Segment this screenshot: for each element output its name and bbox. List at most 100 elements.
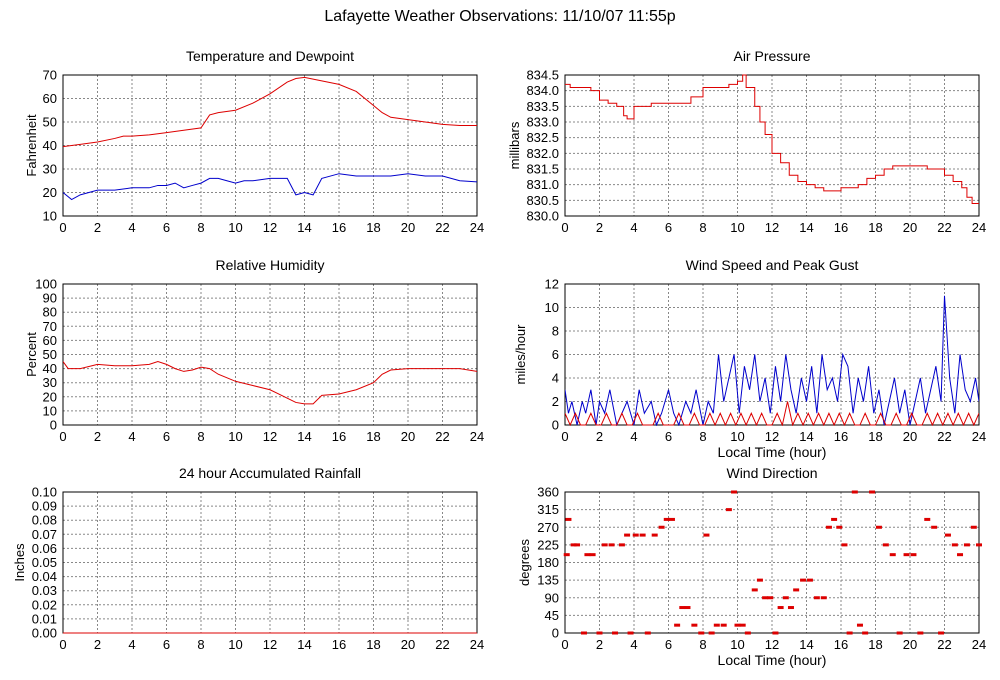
y-tick-label: 90	[545, 590, 559, 605]
data-point	[703, 533, 710, 537]
x-tick-label: 20	[903, 429, 917, 444]
y-tick-label: 834.5	[526, 68, 559, 83]
x-tick-label: 18	[366, 429, 380, 444]
x-tick-label: 20	[401, 429, 415, 444]
x-tick-label: 20	[903, 637, 917, 652]
data-point	[589, 553, 596, 557]
data-point	[782, 596, 789, 600]
data-point	[612, 631, 619, 635]
x-tick-label: 8	[197, 429, 204, 444]
y-tick-label: 30	[43, 375, 57, 390]
y-tick-label: 832.5	[526, 130, 559, 145]
y-tick-label: 20	[43, 389, 57, 404]
x-tick-label: 8	[197, 220, 204, 235]
data-point	[793, 588, 800, 592]
x-tick-label: 12	[263, 220, 277, 235]
x-tick-label: 6	[163, 637, 170, 652]
data-point	[596, 631, 603, 635]
data-point	[601, 543, 608, 547]
x-tick-label: 18	[366, 637, 380, 652]
y-tick-label: 0.08	[32, 513, 57, 528]
data-point	[917, 631, 924, 635]
x-tick-label: 4	[128, 637, 135, 652]
y-tick-label: 833.0	[526, 115, 559, 130]
data-point	[938, 631, 945, 635]
chart-title: 24 hour Accumulated Rainfall	[179, 465, 361, 481]
data-point	[976, 543, 982, 547]
data-point	[777, 606, 784, 610]
x-tick-label: 10	[228, 220, 242, 235]
x-tick-label: 2	[94, 429, 101, 444]
y-tick-label: 0.06	[32, 541, 57, 556]
data-point	[691, 623, 698, 627]
data-point	[674, 623, 681, 627]
x-tick-label: 14	[799, 637, 813, 652]
y-tick-label: 8	[552, 324, 559, 339]
chart-title: Wind Direction	[726, 465, 817, 481]
data-point	[739, 623, 746, 627]
x-tick-label: 16	[332, 429, 346, 444]
x-tick-label: 2	[596, 637, 603, 652]
y-tick-label: 0.02	[32, 597, 57, 612]
y-tick-label: 20	[43, 185, 57, 200]
x-tick-label: 12	[765, 637, 779, 652]
data-point	[869, 490, 876, 494]
x-tick-label: 4	[128, 429, 135, 444]
y-tick-label: 831.0	[526, 177, 559, 192]
series-line-1	[63, 173, 477, 201]
y-tick-label: 12	[545, 277, 559, 292]
x-tick-label: 12	[263, 637, 277, 652]
x-tick-label: 2	[94, 220, 101, 235]
x-tick-label: 24	[972, 429, 986, 444]
x-tick-label: 12	[765, 429, 779, 444]
y-tick-label: 50	[43, 347, 57, 362]
y-tick-label: 831.5	[526, 162, 559, 177]
data-point	[889, 553, 896, 557]
x-tick-label: 0	[59, 637, 66, 652]
data-point	[836, 525, 843, 529]
data-point	[708, 631, 715, 635]
data-point	[651, 533, 658, 537]
y-tick-label: 830.5	[526, 193, 559, 208]
y-tick-label: 70	[43, 68, 57, 83]
y-tick-label: 70	[43, 319, 57, 334]
y-axis-label: miles/hour	[513, 324, 528, 385]
x-tick-label: 8	[699, 429, 706, 444]
y-tick-label: 833.5	[526, 99, 559, 114]
x-tick-label: 18	[366, 220, 380, 235]
series-line-1	[565, 401, 979, 426]
x-tick-label: 8	[197, 637, 204, 652]
x-tick-label: 2	[596, 429, 603, 444]
data-point	[679, 606, 686, 610]
y-tick-label: 4	[552, 371, 559, 386]
x-tick-label: 16	[834, 637, 848, 652]
y-tick-label: 50	[43, 115, 57, 130]
x-tick-label: 10	[228, 637, 242, 652]
data-point	[825, 525, 832, 529]
data-point	[756, 578, 763, 582]
data-point	[668, 517, 675, 521]
x-tick-label: 12	[765, 220, 779, 235]
data-point	[639, 533, 646, 537]
y-tick-label: 0	[50, 418, 57, 433]
data-point	[570, 543, 577, 547]
data-point	[608, 543, 615, 547]
y-axis-label: Inches	[12, 543, 27, 582]
y-tick-label: 10	[545, 300, 559, 315]
data-point	[862, 631, 869, 635]
data-point	[627, 631, 634, 635]
y-tick-label: 832.0	[526, 146, 559, 161]
data-point	[806, 578, 813, 582]
y-tick-label: 135	[537, 573, 559, 588]
x-tick-label: 14	[799, 220, 813, 235]
x-tick-label: 2	[94, 637, 101, 652]
data-point	[767, 596, 774, 600]
data-point	[618, 543, 625, 547]
x-tick-label: 4	[630, 637, 637, 652]
data-point	[813, 596, 820, 600]
data-point	[896, 631, 903, 635]
series-line-0	[565, 74, 979, 204]
y-tick-label: 0.01	[32, 611, 57, 626]
data-point	[744, 631, 751, 635]
